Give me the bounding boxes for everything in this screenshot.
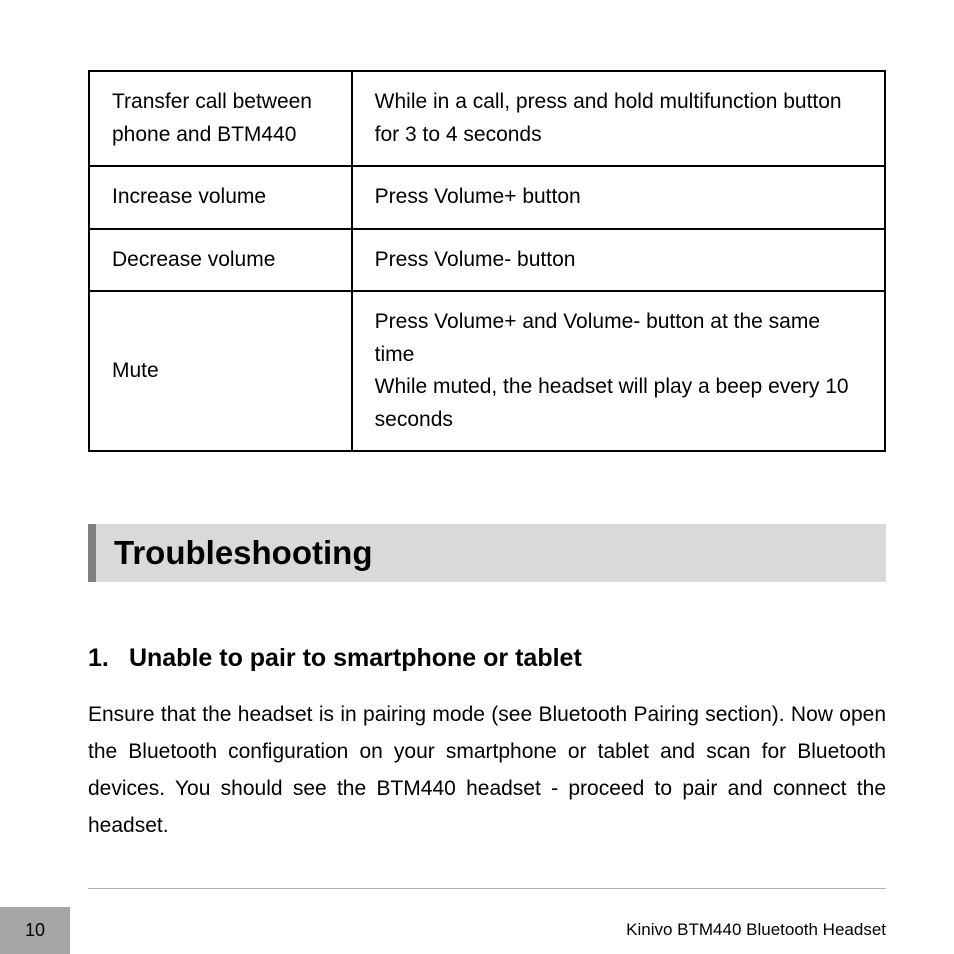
instruction-cell: Press Volume+ button bbox=[352, 166, 885, 229]
instruction-cell: While in a call, press and hold multifun… bbox=[352, 71, 885, 166]
table-row: Decrease volumePress Volume- button bbox=[89, 229, 885, 292]
manual-page: Transfer call between phone and BTM440Wh… bbox=[0, 0, 954, 954]
troubleshoot-item-heading: 1. Unable to pair to smartphone or table… bbox=[88, 644, 886, 673]
footer-product-name: Kinivo BTM440 Bluetooth Headset bbox=[626, 920, 886, 940]
actions-table: Transfer call between phone and BTM440Wh… bbox=[88, 70, 886, 452]
actions-table-body: Transfer call between phone and BTM440Wh… bbox=[89, 71, 885, 451]
troubleshoot-item-title: Unable to pair to smartphone or tablet bbox=[129, 644, 582, 672]
page-number: 10 bbox=[25, 920, 45, 941]
table-row: Increase volumePress Volume+ button bbox=[89, 166, 885, 229]
action-cell: Decrease volume bbox=[89, 229, 352, 292]
footer-rule bbox=[88, 888, 886, 889]
instruction-cell: Press Volume+ and Volume- button at the … bbox=[352, 291, 885, 451]
page-number-box: 10 bbox=[0, 907, 70, 954]
troubleshoot-item-body: Ensure that the headset is in pairing mo… bbox=[88, 697, 886, 844]
troubleshoot-item-number: 1. bbox=[88, 644, 122, 673]
instruction-cell: Press Volume- button bbox=[352, 229, 885, 292]
section-heading: Troubleshooting bbox=[88, 524, 886, 582]
action-cell: Mute bbox=[89, 291, 352, 451]
action-cell: Increase volume bbox=[89, 166, 352, 229]
action-cell: Transfer call between phone and BTM440 bbox=[89, 71, 352, 166]
table-row: Transfer call between phone and BTM440Wh… bbox=[89, 71, 885, 166]
table-row: MutePress Volume+ and Volume- button at … bbox=[89, 291, 885, 451]
content-area: Transfer call between phone and BTM440Wh… bbox=[0, 0, 954, 844]
page-footer: 10 Kinivo BTM440 Bluetooth Headset bbox=[0, 888, 954, 954]
